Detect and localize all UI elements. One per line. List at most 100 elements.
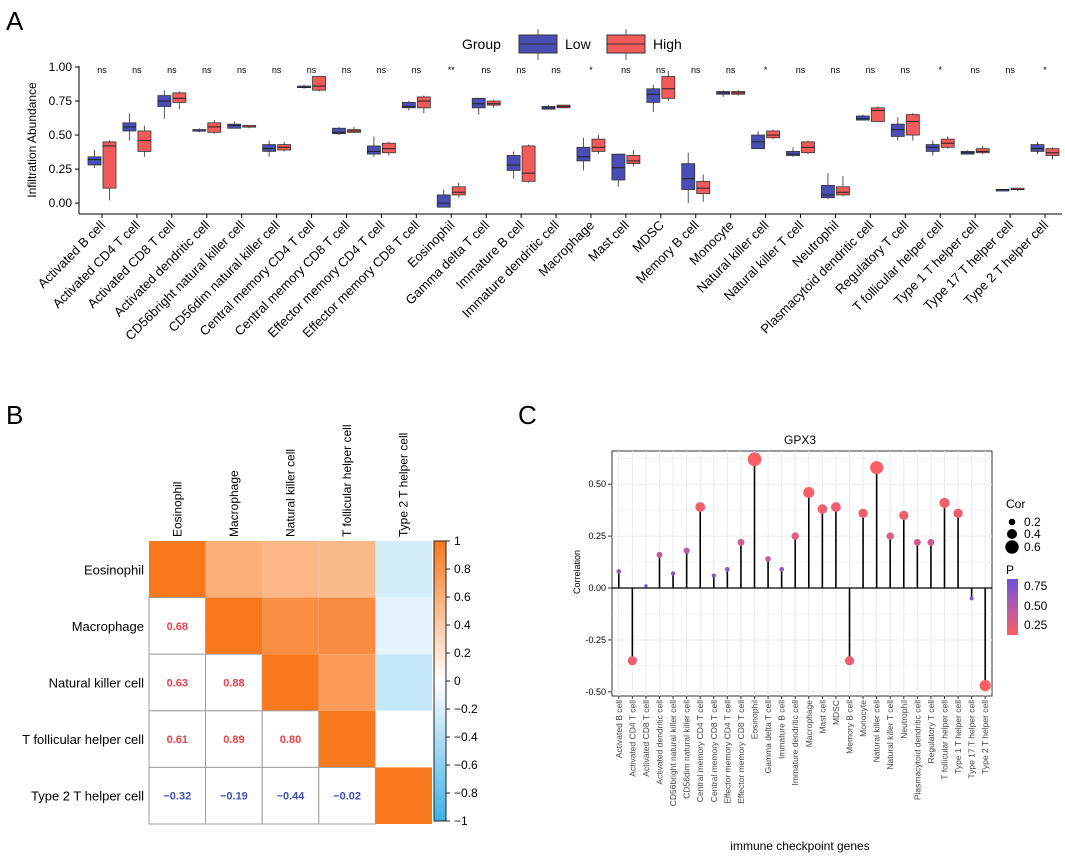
lollipop-point [913,538,921,546]
lollipop-point [747,452,762,467]
significance-label: ns [691,65,701,75]
lollipop-point [803,487,815,499]
box-high [172,92,187,103]
heatmap-cell [375,654,432,711]
legend-label: High [653,36,682,52]
significance-label: ns [412,65,422,75]
lollipop-point [927,538,935,546]
lollipop-point [886,532,894,540]
significance-label: ns [132,65,142,75]
heatmap-cell [375,541,432,598]
significance-label: * [764,65,768,75]
lollipop-y-tick-label: 0.25 [588,531,606,541]
box-group [925,136,955,218]
lollipop-point [969,596,974,601]
lollipop-point [870,461,884,475]
box-low [786,150,800,156]
lollipop-point [844,656,855,666]
panel-label-c: C [518,400,537,430]
panel-label-b: B [6,400,23,430]
box-high [486,100,501,106]
heatmap-column-label: Macrophage [227,470,241,537]
lollipop-point [939,497,950,508]
y-tick-label: 1.00 [49,60,73,74]
lollipop-x-tick-label: Activated B cell [614,700,624,758]
lollipop-point [858,508,868,518]
box-high [661,76,676,99]
box-high [975,148,990,154]
lollipop-plot-background [611,450,993,697]
size-legend-dot [1008,518,1016,526]
lollipop-y-axis-title: Correlation [572,550,582,594]
y-tick-label: 0.00 [49,196,73,210]
box-group [960,145,990,218]
significance-label: ns [237,65,247,75]
significance-label: ns [970,65,980,75]
box-high [766,130,780,139]
box-high [870,107,885,122]
box-high [416,96,431,109]
lollipop-point [791,532,799,540]
p-legend-label: 0.50 [1024,599,1048,613]
lollipop-x-tick-label: Memory B cell [845,700,855,754]
colorbar-tick-label: 0.4 [454,618,471,632]
box-group [87,140,117,218]
size-legend-dot [1007,529,1017,539]
box-low [332,127,346,135]
box-low [436,194,451,208]
box-low [87,156,102,166]
lollipop-x-tick-label: Central memory CD4 T cell [695,700,705,802]
lollipop-y-tick-label: 0.50 [588,479,606,489]
lollipop-x-tick-label: Activated dendritic cell [655,700,665,785]
box-group [786,140,815,218]
heatmap-row-label: Eosinophil [84,562,144,577]
significance-label: ns [202,65,212,75]
size-legend-label: 0.6 [1024,540,1041,554]
box-high [207,122,222,133]
lollipop-legend: Cor 0.20.40.6 P 0.75 0.50 0.25 [1005,497,1048,635]
lollipop-x-tick-label: Type 2 T helper cell [980,700,990,774]
box-group [821,173,850,218]
heatmap-cell [262,541,319,598]
box-group [716,90,746,218]
box-group [262,140,292,218]
lollipop-point [644,584,648,588]
significance-label: * [589,65,593,75]
lollipop-x-tick-label: CD56dim natural killer cell [682,700,692,799]
heatmap-column-label: T follicular helper cell [340,425,354,538]
significance-label: ns [272,65,282,75]
significance-label: ns [726,65,736,75]
legend-title: Group [462,36,501,52]
lollipop-point [724,566,730,572]
lollipop-point [737,538,745,546]
heatmap-value-label: −0.32 [163,791,191,803]
boxplot-panel: Group Low High 0.00 0.25 0.50 0.75 1.00 Infil… [25,29,1062,343]
y-tick-label: 0.25 [49,162,73,176]
significance-label: ns [796,65,806,75]
heatmap-value-label: −0.44 [277,791,306,803]
significance-label: ns [1005,65,1015,75]
box-group [506,144,536,218]
heatmap-cell [205,541,263,598]
heatmap-cell [375,597,432,655]
lollipop-point [656,551,663,558]
heatmap-value-label: −0.19 [220,791,248,803]
box-low [925,144,940,152]
heatmap-cell [262,654,319,711]
heatmap-value-cell [205,653,263,712]
heatmap-column-label: Eosinophil [170,482,184,537]
lollipop-x-tick-label: Type 17 T helper cell [967,700,977,779]
p-colorbar [1007,579,1018,635]
legend-item-high: High [606,29,682,60]
box-low [227,123,242,129]
box-group [995,187,1025,218]
panel-label-a: A [6,6,24,36]
lollipop-x-tick-label: Immature B cell [777,700,787,759]
size-legend-label: 0.2 [1024,515,1041,529]
heatmap-row-label: Macrophage [72,619,144,634]
box-high [1045,148,1060,156]
y-tick-label: 0.50 [49,128,73,142]
heatmap-value-label: 0.80 [280,734,301,746]
significance-label: ns [901,65,911,75]
lollipop-x-tick-label: Activated CD8 T cell [641,700,651,777]
